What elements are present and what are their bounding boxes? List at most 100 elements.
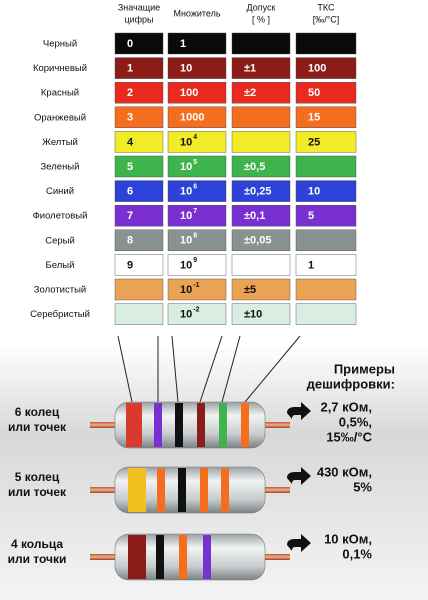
digit: 5: [127, 161, 133, 173]
color-band: [179, 535, 187, 579]
arrow: [287, 467, 311, 485]
column-header: цифры: [124, 14, 153, 24]
color-cell: [167, 303, 227, 325]
color-cell: [231, 254, 291, 276]
arrow: [287, 402, 311, 420]
multiplier-exponent: 4: [193, 134, 197, 141]
row-label: Белый: [46, 260, 75, 271]
digit: 2: [127, 87, 133, 99]
connector-lines: [117, 335, 301, 403]
color-cell: [167, 204, 227, 227]
color-band: [197, 403, 205, 447]
color-cell: [295, 278, 357, 301]
tcr: 25: [308, 136, 320, 148]
color-cell: [167, 81, 227, 104]
multiplier-exponent: 5: [193, 159, 197, 166]
multiplier: 10: [180, 210, 192, 222]
color-cell: [114, 106, 164, 129]
color-cell: [114, 229, 164, 252]
row-label: Желтый: [42, 137, 78, 148]
color-band: [203, 535, 211, 579]
row-label: Коричневый: [33, 63, 87, 74]
color-cell: [167, 32, 227, 55]
multiplier: 10: [180, 161, 192, 173]
multiplier: 10: [180, 309, 192, 321]
color-band: [241, 403, 249, 447]
color-band: [128, 535, 146, 579]
example-label: или точки: [8, 552, 67, 566]
multiplier: 10: [180, 259, 192, 271]
color-cell: [231, 204, 291, 227]
row-label: Красный: [41, 88, 79, 99]
color-cell: [231, 81, 291, 104]
color-band: [157, 468, 165, 512]
multiplier: 10: [180, 136, 192, 148]
column-header: Множитель: [173, 8, 220, 18]
tolerance: ±0,05: [244, 235, 271, 247]
color-cell: [167, 254, 227, 276]
multiplier: 10: [180, 186, 192, 198]
color-band: [154, 403, 162, 447]
column-header: Значащие: [118, 2, 160, 12]
tcr: 100: [308, 63, 326, 75]
digit: 6: [127, 186, 133, 198]
example-label: 4 кольца: [11, 537, 63, 551]
color-cell: [295, 57, 357, 79]
color-cell: [167, 106, 227, 129]
color-cell: [114, 32, 164, 55]
tcr: 1: [308, 259, 314, 271]
color-cell: [295, 229, 357, 252]
multiplier-exponent: -1: [193, 282, 199, 289]
row-label: Зеленый: [41, 162, 80, 173]
color-cell: [167, 229, 227, 252]
color-cell: [295, 155, 357, 178]
column-header: [‰/°C]: [313, 14, 340, 24]
color-cell: [295, 131, 357, 153]
tcr: 50: [308, 87, 320, 99]
example-label: 6 колец: [15, 405, 60, 419]
color-cell: [114, 131, 164, 153]
color-cell: [231, 229, 291, 252]
multiplier: 10: [180, 235, 192, 247]
color-cell: [231, 57, 291, 79]
multiplier: 10: [180, 63, 192, 75]
color-cell: [231, 106, 291, 129]
color-band: [178, 468, 186, 512]
row-label: Серебристый: [30, 309, 90, 320]
row-label: Оранжевый: [34, 112, 86, 123]
resistor-body: [114, 401, 266, 449]
digit: 9: [127, 259, 133, 271]
color-cell: [231, 131, 291, 153]
color-cell: [231, 180, 291, 202]
digit: 7: [127, 210, 133, 222]
row-label: Черный: [43, 39, 77, 50]
examples-title: Примеры: [334, 361, 395, 376]
tolerance: ±1: [244, 63, 256, 75]
color-cell: [114, 155, 164, 178]
color-cell: [231, 155, 291, 178]
digit: 4: [127, 136, 134, 148]
color-band: [175, 403, 183, 447]
color-cell: [167, 131, 227, 153]
tolerance: ±0,1: [244, 210, 265, 222]
color-cell: [114, 57, 164, 79]
column-header: [ % ]: [252, 14, 270, 24]
tcr: 5: [308, 210, 314, 222]
arrow: [287, 534, 311, 552]
multiplier-exponent: -2: [193, 306, 199, 313]
multiplier: 1000: [180, 112, 204, 124]
example-value: 0,1%: [342, 546, 372, 561]
tolerance: ±2: [244, 87, 256, 99]
multiplier: 10: [180, 284, 192, 296]
multiplier-exponent: 8: [193, 233, 197, 240]
tcr: 15: [308, 112, 320, 124]
example-label: 5 колец: [15, 470, 60, 484]
example-label: или точек: [8, 420, 67, 434]
multiplier: 100: [180, 87, 198, 99]
multiplier-exponent: 7: [193, 208, 197, 215]
color-cell: [114, 204, 164, 227]
color-cell: [295, 81, 357, 104]
example-value: 15‰/°C: [326, 429, 372, 444]
example-label: или точек: [8, 485, 67, 499]
color-band: [126, 403, 142, 447]
